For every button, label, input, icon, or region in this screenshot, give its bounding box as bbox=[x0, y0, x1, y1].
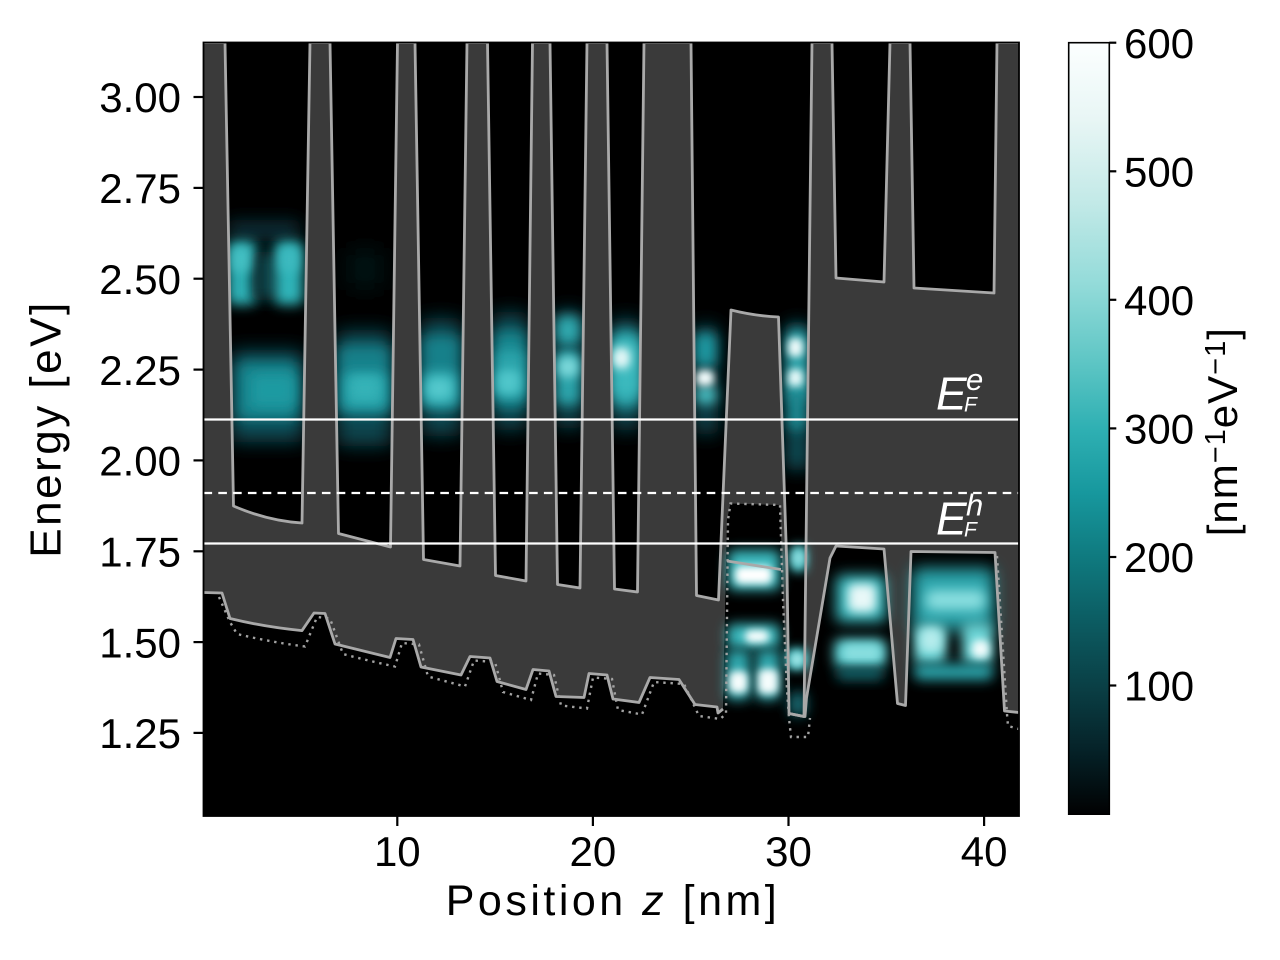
svg-text:30: 30 bbox=[765, 828, 812, 875]
svg-text:500: 500 bbox=[1124, 149, 1194, 196]
svg-text:600: 600 bbox=[1124, 20, 1194, 67]
svg-text:Position z [nm]: Position z [nm] bbox=[446, 877, 781, 925]
svg-text:100: 100 bbox=[1124, 663, 1194, 710]
svg-text:2.50: 2.50 bbox=[99, 256, 181, 303]
svg-text:1.75: 1.75 bbox=[99, 529, 181, 576]
svg-text:1.25: 1.25 bbox=[99, 710, 181, 757]
svg-text:F: F bbox=[964, 394, 978, 417]
svg-text:E: E bbox=[936, 368, 968, 420]
svg-text:2.25: 2.25 bbox=[99, 347, 181, 394]
svg-text:20: 20 bbox=[570, 828, 617, 875]
svg-text:400: 400 bbox=[1124, 277, 1194, 324]
svg-text:e: e bbox=[966, 362, 983, 397]
svg-text:10: 10 bbox=[374, 828, 421, 875]
svg-text:h: h bbox=[966, 488, 983, 523]
svg-text:300: 300 bbox=[1124, 406, 1194, 453]
svg-text:Energy [eV]: Energy [eV] bbox=[22, 300, 71, 557]
svg-text:3.00: 3.00 bbox=[99, 74, 181, 121]
svg-text:200: 200 bbox=[1124, 534, 1194, 581]
svg-text:2.75: 2.75 bbox=[99, 165, 181, 212]
svg-text:40: 40 bbox=[961, 828, 1008, 875]
svg-text:2.00: 2.00 bbox=[99, 438, 181, 485]
svg-text:F: F bbox=[964, 519, 978, 542]
svg-text:E: E bbox=[936, 493, 968, 545]
svg-text:1.50: 1.50 bbox=[99, 619, 181, 666]
